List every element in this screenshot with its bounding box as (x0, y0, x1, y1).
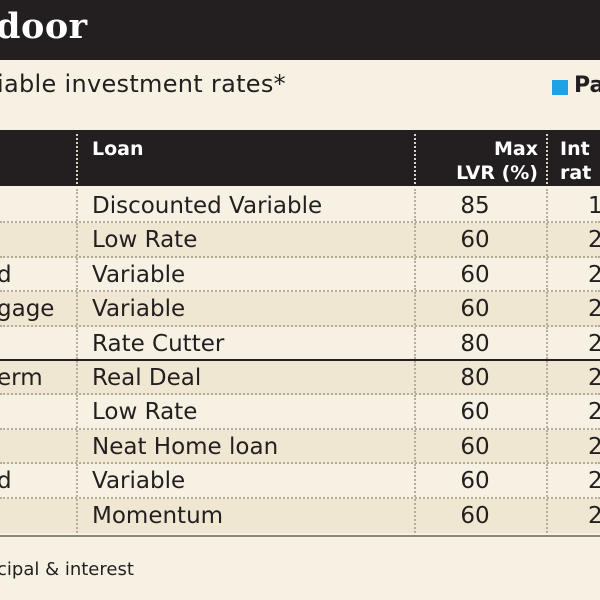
interest-rate: 1 (588, 193, 600, 219)
header-divider (414, 134, 416, 184)
subtitle: iable investment rates* (0, 70, 286, 98)
max-lvr: 60 (460, 502, 490, 529)
loan-name: Neat Home loan (92, 433, 279, 460)
table-row: Momentum 60 2 (0, 498, 600, 533)
title-bar: door (0, 0, 600, 60)
interest-rate: 2 (588, 433, 600, 460)
lender-name: d (0, 261, 12, 288)
interest-rate: 2 (588, 468, 600, 495)
header-divider (76, 134, 78, 184)
column-header-loan: Loan (92, 138, 144, 160)
table-row: d Variable 60 2 (0, 257, 600, 293)
max-lvr: 60 (460, 296, 490, 323)
table-body: Discounted Variable 85 1 Low Rate 60 2 d… (0, 189, 600, 533)
loan-name: Discounted Variable (92, 193, 323, 219)
column-header-interest-rate-line2: rat (560, 162, 592, 184)
footnote: cipal & interest (0, 559, 134, 580)
interest-rate: 2 (588, 296, 600, 323)
max-lvr: 60 (460, 399, 490, 426)
max-lvr: 85 (460, 193, 490, 219)
table-row: erm Real Deal 80 2 (0, 360, 600, 396)
lender-name: erm (0, 364, 43, 391)
loan-name: Low Rate (92, 399, 198, 426)
lender-name: d (0, 468, 12, 495)
loan-name: Momentum (92, 502, 224, 529)
table-row: Low Rate 60 2 (0, 395, 600, 430)
table-row: Discounted Variable 85 1 (0, 189, 600, 224)
max-lvr: 60 (460, 227, 490, 254)
max-lvr: 60 (460, 261, 490, 288)
table-row: Neat Home loan 60 2 (0, 429, 600, 465)
table-row: Rate Cutter 80 2 (0, 326, 600, 361)
header-divider (546, 134, 548, 184)
loan-name: Rate Cutter (92, 330, 225, 357)
loan-name: Variable (92, 261, 186, 288)
column-header-max-lvr: Max LVR (%) (426, 137, 538, 185)
table-header (0, 130, 600, 186)
interest-rate: 2 (588, 330, 600, 357)
loan-name: Real Deal (92, 364, 202, 391)
max-lvr: 60 (460, 468, 490, 495)
column-header-interest-rate: Int rat (560, 137, 591, 185)
table-row: gage Variable 60 2 (0, 292, 600, 327)
legend-label: Pa (574, 73, 600, 98)
table-row: Low Rate 60 2 (0, 223, 600, 258)
lender-name: gage (0, 296, 55, 323)
column-header-max-lvr-line2: LVR (%) (456, 162, 538, 184)
column-header-interest-rate-line1: Int (560, 138, 590, 160)
legend-swatch (552, 80, 568, 95)
loan-name: Variable (92, 296, 186, 323)
loan-name: Variable (92, 468, 186, 495)
max-lvr: 80 (460, 330, 490, 357)
interest-rate: 2 (588, 502, 600, 529)
page-title: door (0, 6, 88, 47)
interest-rate: 2 (588, 364, 600, 391)
interest-rate: 2 (588, 261, 600, 288)
column-header-max-lvr-line1: Max (494, 138, 538, 160)
interest-rate: 2 (588, 399, 600, 426)
interest-rate: 2 (588, 227, 600, 254)
max-lvr: 80 (460, 364, 490, 391)
table-row: d Variable 60 2 (0, 464, 600, 499)
loan-name: Low Rate (92, 227, 198, 254)
max-lvr: 60 (460, 433, 490, 460)
footer-divider (0, 535, 600, 537)
